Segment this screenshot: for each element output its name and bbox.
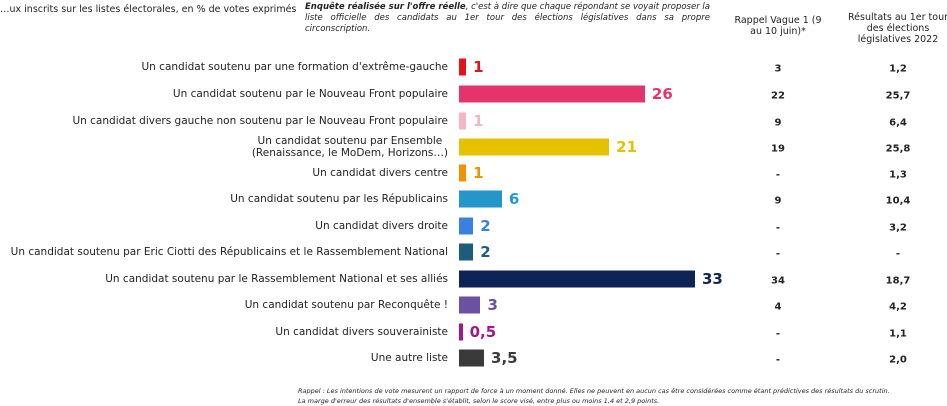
data-label: 2 <box>480 243 491 261</box>
category-label: Un candidat divers centre <box>312 167 448 179</box>
category-label: Un candidat divers droite <box>315 220 448 232</box>
footer-line-2: La marge d'erreur des résultats d'ensemb… <box>298 397 660 405</box>
data-label: 3 <box>487 296 498 314</box>
data-label: 26 <box>651 85 673 103</box>
resultat-2022-value: 2,0 <box>889 354 907 366</box>
bar <box>459 323 463 341</box>
resultat-2022-value: 3,2 <box>889 222 907 234</box>
bar <box>459 270 695 288</box>
category-label: Une autre liste <box>370 352 448 364</box>
column-header-resultats-2022: Résultats au 1er tour des élections légi… <box>847 12 947 45</box>
rappel-value: - <box>775 169 781 181</box>
rappel-value: - <box>775 222 781 234</box>
resultat-2022-value: - <box>895 248 901 260</box>
resultat-2022-value: 6,4 <box>889 117 907 129</box>
note-bold: Enquête réalisée sur l'offre réelle <box>305 2 466 12</box>
data-label: 2 <box>480 217 491 235</box>
rappel-value: 9 <box>774 195 782 207</box>
resultat-2022-value: 1,3 <box>889 169 907 181</box>
category-label: Un candidat soutenu par Eric Ciotti des … <box>10 246 448 258</box>
data-label: 1 <box>473 164 484 182</box>
bar <box>459 112 467 130</box>
footer-note: Rappel : Les intentions de vote mesurent… <box>298 386 890 406</box>
methodology-note: Enquête réalisée sur l'offre réelle, c'e… <box>305 2 710 35</box>
data-label: 1 <box>473 112 484 130</box>
resultat-2022-value: 4,2 <box>889 301 907 313</box>
data-label: 21 <box>616 138 638 156</box>
resultat-2022-value: 10,4 <box>885 195 911 207</box>
data-label: 1 <box>473 58 484 76</box>
category-label: Un candidat soutenu par les Républicains <box>230 193 448 205</box>
rappel-value: - <box>775 354 781 366</box>
note-text: , c'est à dire que chaque répondant se v… <box>305 2 711 34</box>
resultat-2022-value: 1,2 <box>889 63 907 75</box>
resultat-2022-value: 25,8 <box>885 143 911 155</box>
column-header-rappel: Rappel Vague 1 (9 au 10 juin)* <box>734 15 822 37</box>
category-label: Un candidat soutenu par une formation d'… <box>141 61 449 73</box>
bar <box>459 296 481 314</box>
resultat-2022-value: 1,1 <box>889 328 907 340</box>
rappel-value: 19 <box>771 143 785 155</box>
data-label: 33 <box>701 270 723 288</box>
rappel-value: 22 <box>771 90 785 102</box>
category-label: Un candidat soutenu par Reconquête ! <box>244 299 448 311</box>
bar <box>459 58 467 76</box>
bar <box>459 217 474 235</box>
resultat-2022-value: 25,7 <box>885 90 911 102</box>
rappel-value: 4 <box>774 301 782 313</box>
category-label: Un candidat soutenu par le Nouveau Front… <box>172 88 448 100</box>
data-label: 3,5 <box>491 349 518 367</box>
category-label: Un candidat soutenu par Ensemble (Renaiss… <box>251 135 448 159</box>
chart-subtitle: …ux inscrits sur les listes électorales,… <box>0 4 297 15</box>
footer-line-1: Rappel : Les intentions de vote mesurent… <box>298 387 890 395</box>
resultat-2022-value: 18,7 <box>885 275 911 287</box>
bar <box>459 190 502 208</box>
category-label: Un candidat divers gauche non soutenu pa… <box>72 115 448 127</box>
bar <box>459 349 485 367</box>
category-label: Un candidat soutenu par le Rassemblement… <box>105 273 448 285</box>
bar <box>459 85 645 103</box>
category-label: Un candidat divers souverainiste <box>275 326 448 338</box>
bar <box>459 243 474 261</box>
data-label: 0,5 <box>469 323 497 341</box>
data-label: 6 <box>508 190 520 208</box>
bar <box>459 138 610 156</box>
rappel-value: 3 <box>774 63 782 75</box>
rappel-value: 34 <box>771 275 785 287</box>
rappel-value: - <box>775 328 781 340</box>
bar <box>459 164 467 182</box>
rappel-value: 9 <box>774 117 782 129</box>
rappel-value: - <box>775 248 781 260</box>
